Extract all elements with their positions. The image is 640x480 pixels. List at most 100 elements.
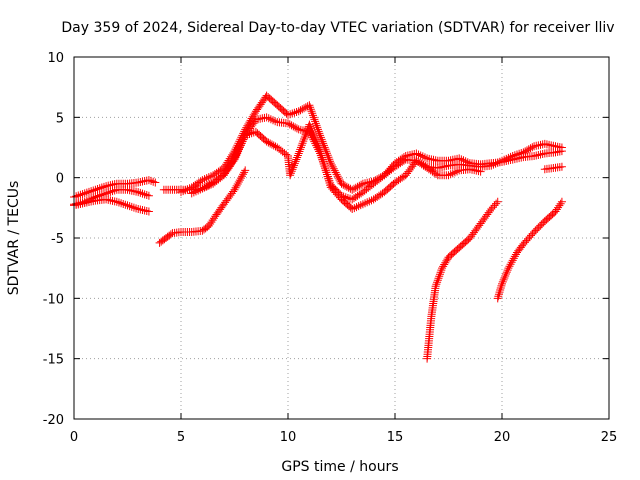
data-point (326, 159, 335, 168)
data-point (196, 185, 205, 194)
data-point (282, 150, 291, 159)
data-point (487, 205, 496, 214)
data-point (557, 162, 566, 171)
data-point (500, 155, 509, 164)
data-point (509, 254, 518, 263)
data-point (494, 290, 503, 299)
data-point (435, 270, 444, 279)
data-point (337, 179, 346, 188)
data-point (235, 142, 244, 151)
data-point (231, 183, 240, 192)
y-tick-label: -15 (43, 353, 64, 368)
data-point (240, 168, 249, 177)
data-point (490, 201, 499, 210)
data-point (323, 170, 332, 179)
data-point (247, 114, 256, 123)
data-point (138, 189, 147, 198)
grid (73, 56, 610, 420)
data-point (414, 150, 423, 159)
data-point (286, 169, 295, 178)
data-point (248, 112, 257, 121)
data-point (234, 144, 243, 153)
data-point (287, 167, 296, 176)
data-point (521, 147, 530, 156)
data-point (189, 188, 198, 197)
data-point (198, 184, 207, 193)
data-point (266, 115, 275, 124)
data-point (203, 181, 212, 190)
data-point (284, 119, 292, 128)
y-tick-label: -10 (43, 292, 64, 307)
data-point (80, 189, 89, 198)
data-point (290, 159, 299, 168)
data-point (151, 178, 160, 187)
data-point (450, 168, 459, 177)
data-point (262, 137, 271, 146)
data-point (286, 110, 295, 119)
data-point (89, 186, 98, 195)
data-point (508, 256, 517, 265)
data-point (412, 149, 421, 158)
series-arc-5 (177, 91, 566, 197)
data-point (311, 117, 320, 126)
data-point (344, 183, 353, 192)
data-point (232, 150, 241, 159)
y-tick-label: 10 (47, 51, 64, 66)
x-tick-label: 20 (494, 430, 511, 445)
data-point (339, 180, 348, 189)
data-point (202, 174, 211, 183)
data-point (106, 187, 115, 196)
data-point (526, 144, 535, 153)
tick-labels: 0 5 10 15 20 25 -20 -15 -10 -5 0 5 10 (43, 51, 618, 445)
data-point (297, 141, 306, 150)
data-point (316, 147, 325, 156)
data-point (245, 118, 254, 127)
x-tick-label: 15 (387, 430, 404, 445)
data-point (321, 166, 330, 175)
data-point (317, 151, 326, 160)
data-point (493, 158, 502, 167)
data-point (311, 134, 320, 143)
plot-area-frame (73, 56, 610, 420)
data-point (495, 157, 504, 166)
data-point (557, 143, 566, 152)
data-point (229, 156, 238, 165)
data-point (237, 172, 246, 181)
data-point (432, 280, 441, 289)
data-point (308, 128, 317, 137)
data-point (117, 199, 126, 208)
data-point (121, 200, 130, 209)
data-point (262, 113, 271, 122)
data-point (299, 137, 308, 146)
data-point (293, 153, 302, 162)
data-point (191, 187, 200, 196)
data-point (361, 199, 370, 208)
data-point (243, 121, 252, 130)
data-point (374, 174, 383, 183)
data-point (237, 139, 246, 148)
data-point (491, 159, 500, 168)
data-point (440, 260, 449, 269)
data-point (234, 178, 243, 187)
data-point (132, 204, 141, 213)
data-point (269, 116, 278, 125)
data-point (204, 173, 213, 182)
data-point (179, 187, 188, 196)
data-point (243, 130, 252, 139)
y-tick-label: -20 (43, 413, 64, 428)
data-point (315, 129, 324, 138)
data-point (313, 125, 322, 134)
data-point (476, 167, 485, 176)
data-point (233, 179, 242, 188)
data-point (503, 266, 512, 275)
data-point (323, 172, 332, 181)
data-point (438, 264, 447, 273)
data-point (93, 185, 102, 194)
data-point (288, 109, 297, 118)
data-point (325, 179, 334, 188)
data-point (198, 176, 207, 185)
data-point (320, 162, 329, 171)
data-point (416, 151, 425, 160)
data-point (326, 157, 335, 166)
data-point (335, 175, 344, 184)
